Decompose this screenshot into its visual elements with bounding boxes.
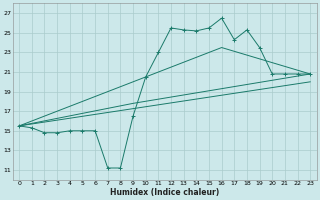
X-axis label: Humidex (Indice chaleur): Humidex (Indice chaleur) xyxy=(110,188,219,197)
